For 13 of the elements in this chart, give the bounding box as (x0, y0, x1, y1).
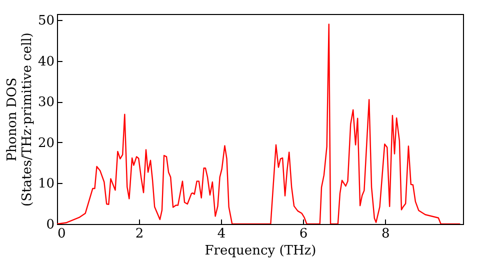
y-tick-label: 50 (38, 14, 54, 29)
x-tick-label: 6 (299, 226, 308, 242)
x-axis-title: Frequency (THz) (204, 244, 316, 258)
x-tick-label: 4 (217, 226, 226, 242)
y-tick-label: 20 (38, 136, 54, 151)
line-series (57, 24, 461, 224)
y-tick-label: 10 (38, 176, 54, 192)
y-tick-label: 30 (38, 95, 54, 110)
y-tick-label: 40 (38, 54, 54, 70)
x-tick-label: 8 (381, 226, 390, 242)
y-axis-title: Phonon DOS (States/THz·primitive cell) (4, 32, 35, 207)
x-tick-label: 0 (58, 226, 66, 242)
x-tick-label: 2 (135, 226, 144, 242)
